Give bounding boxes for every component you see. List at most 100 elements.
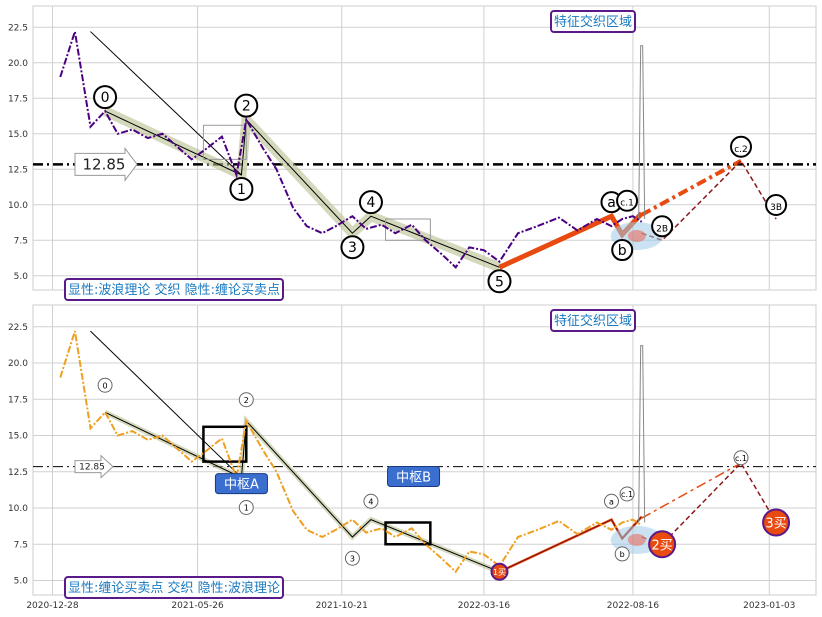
- projection-line: [641, 462, 742, 519]
- wave-label: 0: [101, 90, 110, 106]
- wave-label-circle: [487, 269, 512, 294]
- zhongshu-box-top: [385, 218, 431, 241]
- wave-label-circle: [358, 190, 383, 215]
- wave-skeleton: [104, 411, 500, 573]
- y-tick-label: 20.0: [8, 59, 28, 69]
- wave-label-circle: [340, 235, 365, 260]
- overview-line: [90, 330, 242, 478]
- zhongshu-label: 中枢B: [396, 471, 431, 486]
- wave-label: 5: [495, 274, 504, 290]
- wave-label: c.1: [621, 490, 633, 499]
- price-spike: [638, 345, 646, 523]
- y-tick-label: 10.0: [8, 504, 28, 514]
- buy-point-marker: [490, 562, 509, 581]
- x-tick-label: 2022-08-16: [607, 601, 660, 611]
- y-tick-label: 17.5: [8, 94, 28, 104]
- reference-label-arrow: [74, 146, 138, 182]
- top-caption: 显性:波浪理论 交织 隐性:缠论买卖点: [64, 278, 284, 301]
- wave-label-circle: [603, 493, 619, 509]
- wave-label-circle: [97, 377, 113, 393]
- zhongshu-label-box: [214, 473, 268, 495]
- x-tick-label: 2022-03-16: [458, 601, 511, 611]
- b-zone-core: [627, 230, 646, 243]
- y-tick-label: 10.0: [8, 201, 28, 211]
- reference-label-arrow: [74, 454, 114, 479]
- top-title-tag: 特征交织区域: [550, 10, 636, 33]
- wave-label: 4: [368, 497, 373, 506]
- wave-label: 3: [348, 240, 357, 256]
- reference-label: 12.85: [83, 155, 126, 173]
- wave-label-circle: [730, 135, 753, 158]
- bottom-caption-text: 显性:缠论买卖点 交织 隐性:波浪理论: [68, 580, 280, 596]
- top-title-tag-text: 特征交织区域: [554, 14, 632, 30]
- reference-label: 12.85: [79, 463, 105, 473]
- y-tick-label: 12.5: [8, 468, 28, 478]
- y-tick-label: 7.5: [14, 236, 28, 246]
- x-tick-label: 2023-01-03: [743, 601, 795, 611]
- wave-label: 0: [103, 381, 108, 390]
- wave-label: b: [620, 550, 625, 559]
- bottom-caption: 显性:缠论买卖点 交织 隐性:波浪理论: [64, 576, 284, 599]
- wave-label: a: [609, 497, 614, 506]
- buy-point-label: 3买: [765, 517, 786, 532]
- wave-label-circle: [611, 239, 634, 262]
- wave-label: b: [618, 243, 627, 259]
- y-tick-label: 15.0: [8, 130, 28, 140]
- b-zone-core: [627, 533, 646, 546]
- wave-label-circle: [619, 486, 635, 502]
- x-tick-label: 2020-12-28: [26, 601, 79, 611]
- wave-label-circle: [616, 189, 639, 212]
- projection-line: [640, 159, 742, 217]
- wave-label-circle: [234, 93, 259, 118]
- wave-label: a: [607, 195, 616, 211]
- top-panel-frame: [32, 5, 817, 291]
- zhongshu-box: [202, 425, 248, 463]
- y-tick-label: 22.5: [8, 323, 28, 333]
- bottom-title-tag: 特征交织区域: [550, 309, 636, 332]
- wave-skeleton: [104, 110, 500, 268]
- wave-label: 2: [242, 99, 251, 115]
- bottom-panel-frame: [32, 304, 817, 596]
- price-series-line: [59, 31, 643, 269]
- price-spike: [638, 45, 646, 220]
- wave-label-circle: [229, 176, 254, 201]
- x-tick-label: 2021-05-26: [171, 601, 224, 611]
- bottom-title-tag-text: 特征交织区域: [554, 313, 632, 329]
- wave-label-circle: [238, 392, 254, 408]
- wave-label: c.2: [734, 145, 748, 155]
- zhongshu-label: 中枢A: [224, 478, 259, 493]
- buy-point-marker: [648, 530, 677, 559]
- top-caption-text: 显性:波浪理论 交织 隐性:缠论买卖点: [68, 282, 280, 298]
- wave-label: 3B: [770, 203, 782, 213]
- wave-label: c.1: [620, 199, 634, 209]
- wave-label: c.1: [735, 454, 747, 463]
- wave-label-circle: [344, 550, 360, 566]
- wave-label: 4: [366, 195, 375, 211]
- wave-label-circle: [651, 215, 674, 238]
- wave-label: 1: [244, 504, 249, 513]
- buy-point-label: 1买: [493, 568, 506, 577]
- zhongshu-box-top: [202, 124, 247, 160]
- buy-point-marker: [762, 508, 791, 537]
- y-tick-label: 7.5: [14, 540, 28, 550]
- y-tick-label: 5.0: [14, 577, 29, 587]
- wave-label: 1: [237, 182, 246, 198]
- wave-label-circle: [765, 194, 788, 216]
- y-tick-label: 5.0: [14, 272, 29, 282]
- y-tick-label: 20.0: [8, 359, 28, 369]
- wave-label: 3: [350, 554, 355, 563]
- x-tick-label: 2021-10-21: [316, 601, 368, 611]
- wave-label-circle: [238, 500, 254, 515]
- wave-label: 2: [244, 396, 249, 405]
- overview-line: [90, 31, 242, 176]
- wave-label-circle: [363, 493, 379, 509]
- wave-label-circle: [614, 546, 630, 562]
- zhongshu-label-box: [387, 466, 441, 487]
- price-series-line: [59, 330, 643, 574]
- wave-label-circle: [733, 450, 749, 466]
- y-tick-label: 22.5: [8, 23, 28, 33]
- wave-label-circle: [93, 85, 118, 110]
- y-tick-label: 17.5: [8, 395, 28, 405]
- zhongshu-box: [384, 521, 432, 546]
